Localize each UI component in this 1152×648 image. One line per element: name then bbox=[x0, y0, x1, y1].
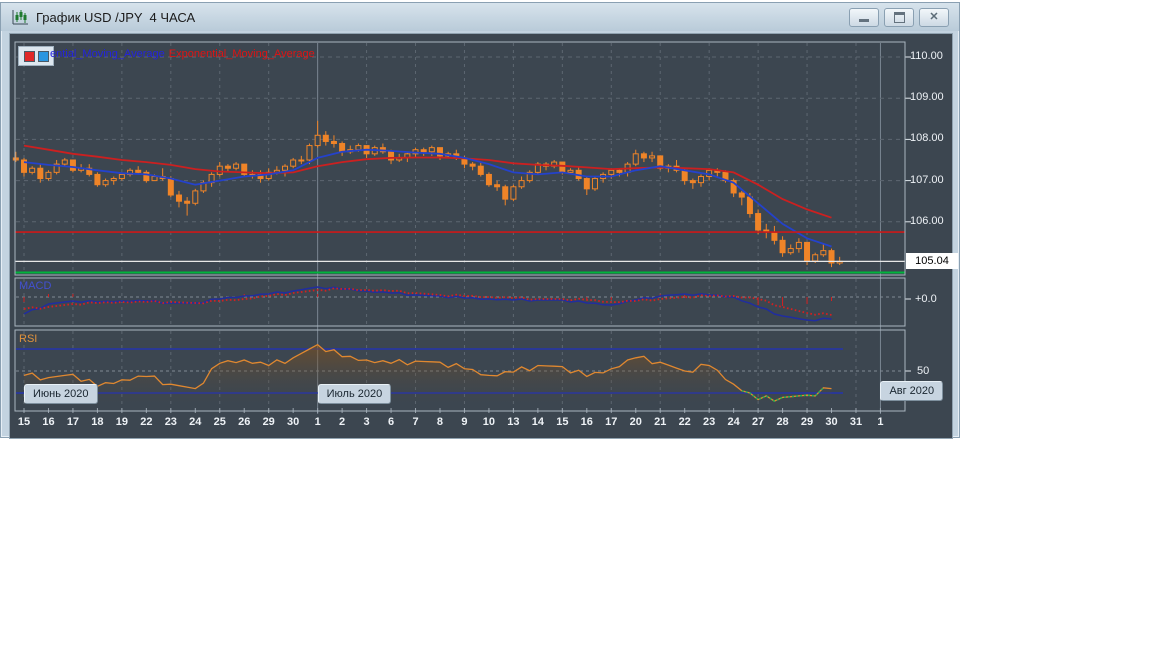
date-axis-label: 25 bbox=[213, 416, 226, 428]
date-axis-label: 13 bbox=[507, 416, 520, 428]
minimize-icon bbox=[859, 19, 869, 22]
close-button[interactable]: ✕ bbox=[919, 8, 949, 27]
date-axis-label: 2 bbox=[339, 416, 346, 428]
month-marker[interactable]: Июнь 2020 bbox=[24, 384, 98, 404]
date-axis-label: 19 bbox=[115, 416, 128, 428]
date-axis-label: 16 bbox=[580, 416, 593, 428]
date-axis-label: 15 bbox=[556, 416, 569, 428]
date-axis-label: 24 bbox=[189, 416, 202, 428]
ema-slow-label: Exponential_Moving_Average bbox=[168, 48, 315, 60]
date-axis-label: 22 bbox=[678, 416, 691, 428]
date-axis-label: 22 bbox=[140, 416, 153, 428]
rsi-panel-label: RSI bbox=[19, 333, 38, 345]
ema-fast-label: ential_Moving_Average bbox=[50, 48, 165, 60]
price-axis-label: 110.00 bbox=[910, 50, 943, 62]
date-axis-label: 6 bbox=[387, 416, 395, 428]
price-chart-canvas[interactable] bbox=[10, 34, 952, 438]
titlebar[interactable]: График USD /JPY 4 ЧАСА ✕ bbox=[1, 3, 959, 31]
date-axis-label: 23 bbox=[703, 416, 716, 428]
ema-slow-swatch-icon bbox=[23, 50, 35, 62]
window-controls: ✕ bbox=[849, 8, 949, 27]
month-marker[interactable]: Авг 2020 bbox=[880, 381, 944, 401]
restore-icon bbox=[893, 12, 905, 23]
date-axis-label: 23 bbox=[164, 416, 177, 428]
window-title: График USD /JPY 4 ЧАСА bbox=[36, 9, 196, 25]
price-axis-label: 108.00 bbox=[910, 132, 944, 145]
chart-window: График USD /JPY 4 ЧАСА ✕ ential_Moving_A… bbox=[0, 2, 960, 439]
date-axis-label: 15 bbox=[17, 416, 31, 428]
date-axis-label: 31 bbox=[849, 416, 863, 428]
date-axis-label: 21 bbox=[654, 416, 667, 428]
restore-button[interactable] bbox=[884, 8, 914, 27]
date-axis-label: 1 bbox=[877, 416, 884, 428]
date-axis-label: 29 bbox=[800, 416, 814, 428]
ema-fast-swatch-icon bbox=[37, 50, 49, 62]
macd-panel-label: MACD bbox=[19, 280, 52, 292]
price-axis-label: 107.00 bbox=[910, 173, 944, 186]
indicator-legend-chip[interactable] bbox=[18, 46, 54, 66]
macd-axis-label: +0.0 bbox=[915, 293, 937, 305]
date-axis-label: 16 bbox=[42, 416, 55, 428]
month-marker[interactable]: Июль 2020 bbox=[317, 384, 392, 404]
date-axis-label: 1 bbox=[314, 416, 321, 428]
date-axis-label: 7 bbox=[412, 416, 419, 428]
date-axis-label: 30 bbox=[287, 416, 300, 428]
chart-app-icon bbox=[12, 10, 28, 25]
current-price-badge: 105.04 bbox=[906, 253, 958, 269]
date-axis-label: 10 bbox=[482, 416, 496, 428]
chart-content[interactable]: ential_Moving_Average Exponential_Moving_… bbox=[9, 33, 958, 439]
date-axis-label: 29 bbox=[262, 416, 275, 428]
date-axis-label: 24 bbox=[727, 416, 740, 428]
date-axis-label: 17 bbox=[66, 416, 80, 428]
indicator-legend: ential_Moving_Average Exponential_Moving_… bbox=[50, 48, 315, 60]
rsi-axis-label: 50 bbox=[917, 365, 930, 377]
date-axis-label: 17 bbox=[605, 416, 618, 428]
date-axis-label: 20 bbox=[629, 416, 642, 428]
minimize-button[interactable] bbox=[849, 8, 879, 27]
date-axis-label: 28 bbox=[776, 416, 789, 428]
close-icon: ✕ bbox=[929, 11, 939, 23]
date-axis-label: 8 bbox=[436, 416, 444, 428]
date-axis-label: 3 bbox=[363, 416, 370, 428]
date-axis-label: 18 bbox=[91, 416, 104, 428]
price-axis-label: 109.00 bbox=[910, 91, 944, 104]
date-axis-label: 14 bbox=[531, 416, 544, 428]
price-axis-label: 106.00 bbox=[910, 214, 944, 227]
date-axis-label: 9 bbox=[461, 416, 468, 428]
date-axis-label: 30 bbox=[825, 416, 838, 428]
date-axis-label: 26 bbox=[238, 416, 251, 428]
date-axis-label: 27 bbox=[751, 416, 765, 428]
